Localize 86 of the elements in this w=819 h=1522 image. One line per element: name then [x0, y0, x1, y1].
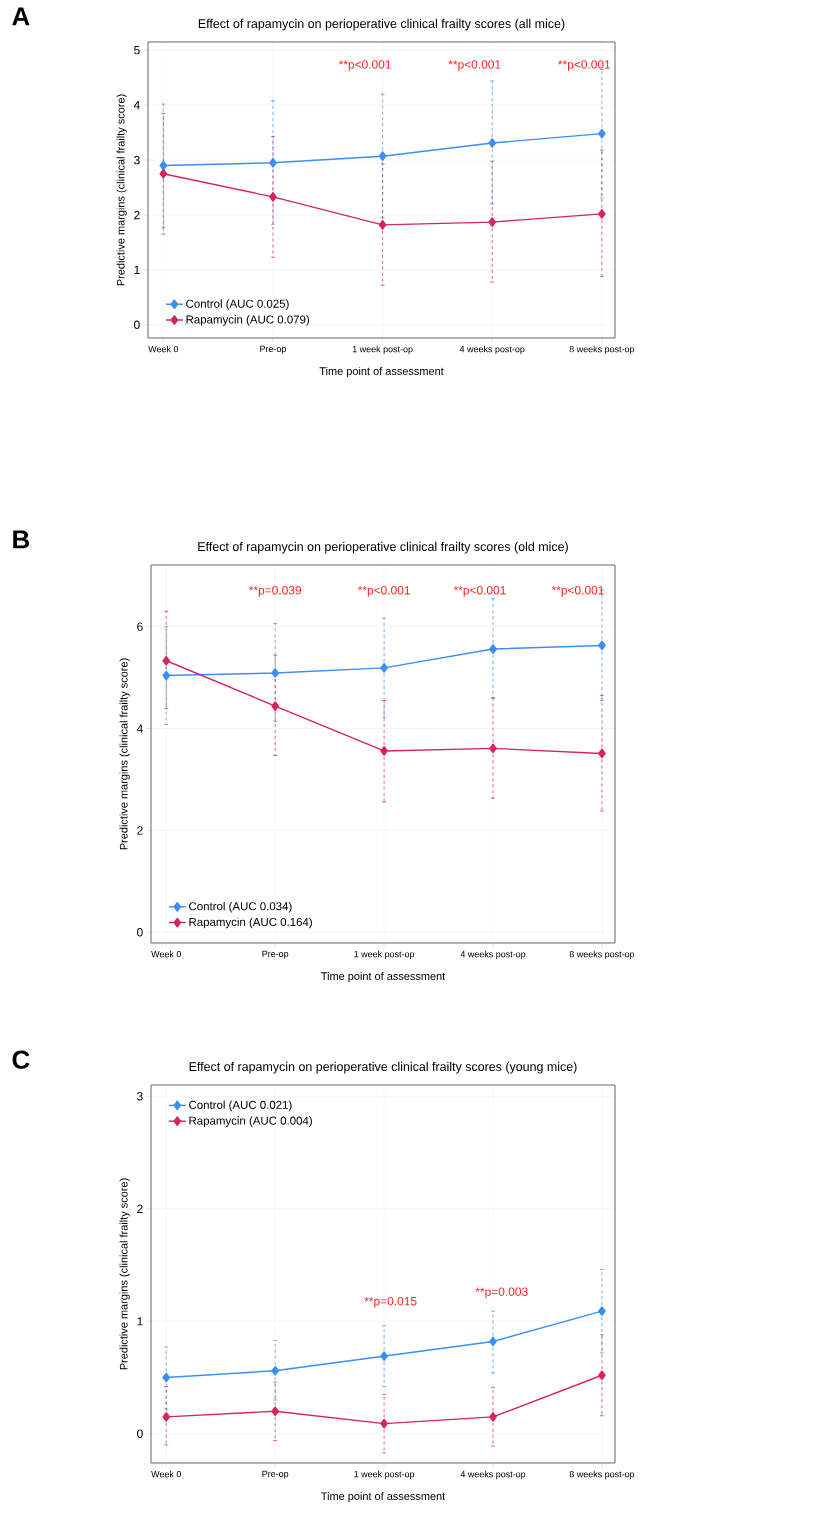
y-tick-label: 1 — [134, 265, 140, 274]
point — [162, 670, 171, 681]
annotation: **p<0.001 — [558, 60, 611, 72]
point — [489, 644, 497, 654]
y-tick-label: 0 — [137, 928, 143, 937]
x-tick-label: 8 weeks post-op — [569, 1470, 635, 1480]
point — [378, 219, 387, 230]
y-tick-label: 2 — [137, 1204, 143, 1213]
legend-label: Rapamycin (AUC 0.004) — [189, 1116, 312, 1127]
y-tick-label: 4 — [136, 724, 143, 733]
point — [159, 160, 168, 171]
y-axis-title: Predictive margins (clinical frailty score) — [116, 94, 127, 286]
point — [271, 668, 280, 678]
x-tick-label: 4 weeks post-op — [460, 950, 526, 960]
x-tick-label: 8 weeks post-op — [569, 345, 635, 355]
x-axis-title: Time point of assessment — [319, 366, 444, 378]
annotation: **p<0.001 — [453, 586, 506, 597]
x-tick-label: 4 weeks post-op — [459, 345, 525, 355]
x-tick-label: 1 week post-op — [354, 1470, 415, 1480]
x-tick-label: Pre-op — [262, 950, 289, 959]
point — [271, 1365, 280, 1376]
annotation: **p<0.001 — [448, 60, 501, 72]
point — [269, 157, 277, 168]
point — [162, 1411, 171, 1422]
legend-label: Rapamycin (AUC 0.079) — [186, 315, 310, 326]
point — [489, 743, 497, 754]
y-tick-label: 1 — [137, 1317, 143, 1326]
y-tick-label: 4 — [133, 101, 140, 110]
point — [380, 1418, 388, 1429]
chart-title: Effect of rapamycin on perioperative clinical frailty scores (all mice) — [198, 18, 565, 31]
point — [488, 138, 497, 148]
x-tick-label: Week 0 — [148, 345, 179, 353]
point — [598, 1370, 606, 1381]
legend-label: Control (AUC 0.034) — [189, 901, 292, 913]
y-tick-label: 2 — [134, 210, 140, 220]
y-axis-title: Predictive margins (clinical frailty score) — [119, 1178, 130, 1370]
chart-title: Effect of rapamycin on perioperative clinical frailty scores (old mice) — [198, 541, 568, 554]
annotation: **p=0.003 — [475, 1287, 528, 1299]
text: A — [12, 7, 30, 26]
legend-label: Control (AUC 0.025) — [186, 299, 289, 311]
point — [159, 168, 168, 179]
annotation: **p=0.039 — [248, 586, 302, 597]
point — [488, 217, 497, 227]
text: B — [13, 530, 30, 549]
x-axis-title: Time point of assessment — [321, 1491, 446, 1503]
x-tick-label: Week 0 — [151, 1470, 182, 1478]
y-tick-label: 2 — [137, 826, 143, 835]
legend-label: Rapamycin (AUC 0.164) — [189, 917, 312, 929]
point — [598, 640, 606, 651]
chart-title: Effect of rapamycin on perioperative clinical frailty scores (young mice) — [189, 1061, 577, 1074]
y-axis-title: Predictive margins (clinical frailty score) — [119, 658, 130, 850]
point — [269, 191, 277, 202]
x-tick-label: 8 weeks post-op — [569, 950, 635, 960]
y-tick-label: 5 — [134, 46, 140, 55]
y-tick-label: 0 — [137, 1429, 143, 1438]
point — [162, 655, 171, 666]
y-tick-label: 6 — [137, 622, 143, 631]
annotation: **p<0.001 — [551, 586, 604, 597]
y-tick-label: 0 — [134, 320, 140, 330]
x-axis-title: Time point of assessment — [321, 971, 446, 983]
point — [380, 1351, 388, 1362]
point — [162, 1372, 171, 1383]
point — [598, 208, 606, 219]
x-tick-label: 4 weeks post-op — [460, 1470, 526, 1480]
annotation: **p<0.001 — [338, 60, 391, 72]
x-tick-label: 1 week post-op — [354, 950, 415, 960]
annotation: **p<0.001 — [357, 586, 410, 597]
x-tick-label: 1 week post-op — [352, 345, 413, 355]
legend-label: Control (AUC 0.021) — [189, 1100, 292, 1112]
annotation: **p=0.015 — [364, 1296, 417, 1308]
point — [271, 1406, 280, 1417]
point — [271, 701, 280, 711]
point — [380, 746, 388, 756]
point — [598, 748, 606, 759]
point — [598, 1306, 606, 1316]
x-tick-label: Pre-op — [262, 1470, 289, 1479]
y-tick-label: 3 — [134, 155, 140, 165]
x-tick-label: Pre-op — [260, 345, 287, 354]
point — [378, 151, 387, 162]
text: C — [12, 1050, 30, 1069]
y-tick-label: 3 — [137, 1092, 143, 1101]
point — [489, 1411, 497, 1422]
point — [489, 1336, 497, 1347]
point — [598, 128, 606, 139]
x-tick-label: Week 0 — [151, 950, 182, 958]
point — [380, 663, 388, 673]
